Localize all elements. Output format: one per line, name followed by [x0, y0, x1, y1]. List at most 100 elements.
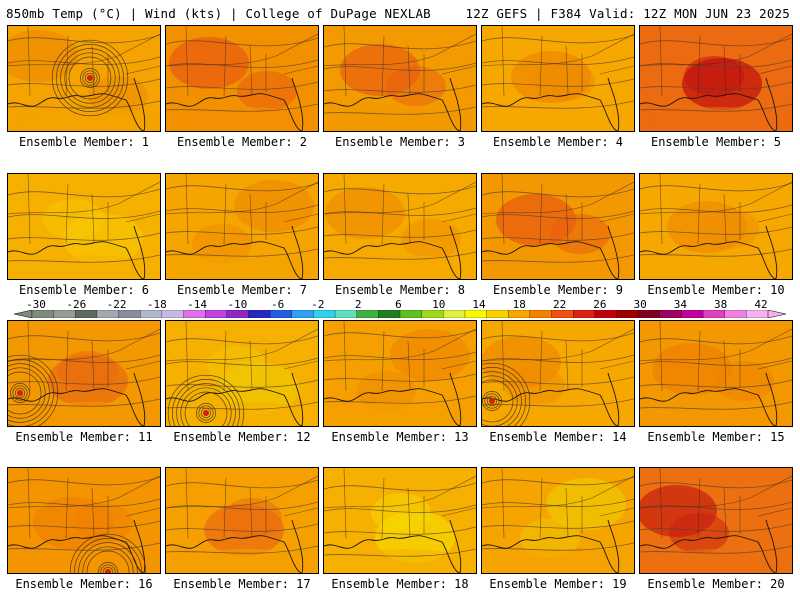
- colorbar-swatch: [573, 310, 596, 318]
- colorbar-swatch: [118, 310, 141, 318]
- ensemble-member-label: Ensemble Member: 8: [334, 283, 466, 297]
- temperature-map: [8, 321, 160, 426]
- ensemble-map-panel: [323, 25, 477, 132]
- temperature-map: [324, 468, 476, 573]
- colorbar-swatch: [637, 310, 661, 318]
- colorbar-tick-label: 34: [673, 298, 688, 311]
- chart-title: 850mb Temp (°C) | Wind (kts) | College o…: [6, 6, 431, 21]
- colorbar-swatch: [746, 310, 769, 318]
- ensemble-map-panel: [7, 173, 161, 280]
- colorbar-swatch: [443, 310, 466, 318]
- colorbar-tick-label: -6: [271, 298, 285, 311]
- colorbar-tick-label: -2: [311, 298, 325, 311]
- temperature-map: [166, 174, 318, 279]
- ensemble-map-panel: [639, 320, 793, 427]
- colorbar-swatch: [248, 310, 271, 318]
- ensemble-map-panel: [165, 467, 319, 574]
- ensemble-member-label: Ensemble Member: 20: [647, 577, 785, 591]
- temperature-map: [166, 468, 318, 573]
- colorbar-swatch: [334, 310, 358, 318]
- colorbar-tick-label: -18: [146, 298, 167, 311]
- cyclone-isobars: [69, 533, 147, 573]
- temperature-map: [640, 321, 792, 426]
- temperature-map: [482, 26, 634, 131]
- colorbar-tick-label: 2: [354, 298, 362, 311]
- ensemble-member-label: Ensemble Member: 18: [331, 577, 469, 591]
- colorbar-tick-label: 18: [512, 298, 526, 311]
- ensemble-map-panel: [7, 320, 161, 427]
- colorbar-swatch: [594, 310, 617, 318]
- colorbar-swatch: [659, 310, 682, 318]
- ensemble-map-panel: [481, 25, 635, 132]
- temperature-map: [166, 321, 318, 426]
- ensemble-map-panel: [165, 173, 319, 280]
- ensemble-map-panel: [165, 320, 319, 427]
- cyclone-isobars: [482, 362, 531, 426]
- run-info: 12Z GEFS | F384 Valid: 12Z MON JUN 23 20…: [465, 6, 790, 21]
- ensemble-member-label: Ensemble Member: 4: [492, 135, 624, 149]
- ensemble-map-panel: [7, 25, 161, 132]
- temperature-map: [640, 174, 792, 279]
- temperature-map: [8, 174, 160, 279]
- ensemble-member-label: Ensemble Member: 11: [15, 430, 153, 444]
- cyclone-isobars: [167, 374, 245, 426]
- colorbar-swatch: [551, 310, 574, 318]
- ensemble-member-label: Ensemble Member: 3: [334, 135, 466, 149]
- ensemble-member-label: Ensemble Member: 13: [331, 430, 469, 444]
- ensemble-member-label: Ensemble Member: 16: [15, 577, 153, 591]
- colorbar-swatch: [486, 310, 509, 318]
- colorbar-swatch: [378, 310, 401, 318]
- colorbar-swatch: [161, 310, 184, 318]
- ensemble-member-label: Ensemble Member: 7: [176, 283, 308, 297]
- colorbar-tick-label: 30: [633, 298, 647, 311]
- temperature-map: [166, 26, 318, 131]
- colorbar-swatch: [183, 310, 206, 318]
- colorbar-swatch: [399, 310, 423, 318]
- colorbar-tick-label: 26: [593, 298, 607, 311]
- ensemble-map-panel: [165, 25, 319, 132]
- colorbar-strip: [14, 310, 786, 318]
- ensemble-map-panel: [323, 173, 477, 280]
- ensemble-map-panel: [323, 320, 477, 427]
- ensemble-member-label: Ensemble Member: 14: [489, 430, 627, 444]
- colorbar-swatch: [313, 310, 336, 318]
- colorbar-tick-label: 14: [472, 298, 486, 311]
- temperature-map: [8, 26, 160, 131]
- colorbar-swatch: [53, 310, 76, 318]
- colorbar-tick-label: 22: [552, 298, 567, 311]
- ensemble-member-label: Ensemble Member: 2: [176, 135, 308, 149]
- ensemble-map-panel: [481, 320, 635, 427]
- ensemble-map-panel: [481, 173, 635, 280]
- colorbar-swatch: [75, 310, 98, 318]
- colorbar-tick-label: 6: [395, 298, 402, 311]
- colorbar-tick-label: 42: [754, 298, 768, 311]
- temperature-map: [640, 26, 792, 131]
- ensemble-member-label: Ensemble Member: 9: [492, 283, 624, 297]
- colorbar-tick-label: -14: [187, 298, 208, 311]
- ensemble-member-label: Ensemble Member: 1: [18, 135, 150, 149]
- ensemble-map-panel: [639, 173, 793, 280]
- temperature-map: [324, 321, 476, 426]
- colorbar-swatch: [226, 310, 249, 318]
- colorbar-tick-label: 10: [432, 298, 446, 311]
- colorbar-swatch: [269, 310, 293, 318]
- temperature-map: [640, 468, 792, 573]
- temperature-map: [482, 321, 634, 426]
- ensemble-member-label: Ensemble Member: 6: [18, 283, 150, 297]
- ensemble-map-panel: [7, 467, 161, 574]
- colorbar-swatch: [205, 310, 228, 318]
- temperature-map: [482, 174, 634, 279]
- ensemble-member-label: Ensemble Member: 5: [650, 135, 782, 149]
- ensemble-map-panel: [639, 25, 793, 132]
- colorbar-swatch: [702, 310, 726, 318]
- colorbar-swatch: [681, 310, 704, 318]
- colorbar-tick-label: -26: [66, 298, 87, 311]
- temperature-map: [324, 174, 476, 279]
- temperature-map: [324, 26, 476, 131]
- colorbar-swatch: [96, 310, 120, 318]
- colorbar-swatch: [508, 310, 531, 318]
- ensemble-map-panel: [323, 467, 477, 574]
- colorbar-swatch: [529, 310, 552, 318]
- ensemble-map-panel: [639, 467, 793, 574]
- temperature-colorbar: -30 -26 -22 -18 -14 -10 -6 -2 2 6 10 14 18 22 26 30 34 38…: [14, 298, 786, 320]
